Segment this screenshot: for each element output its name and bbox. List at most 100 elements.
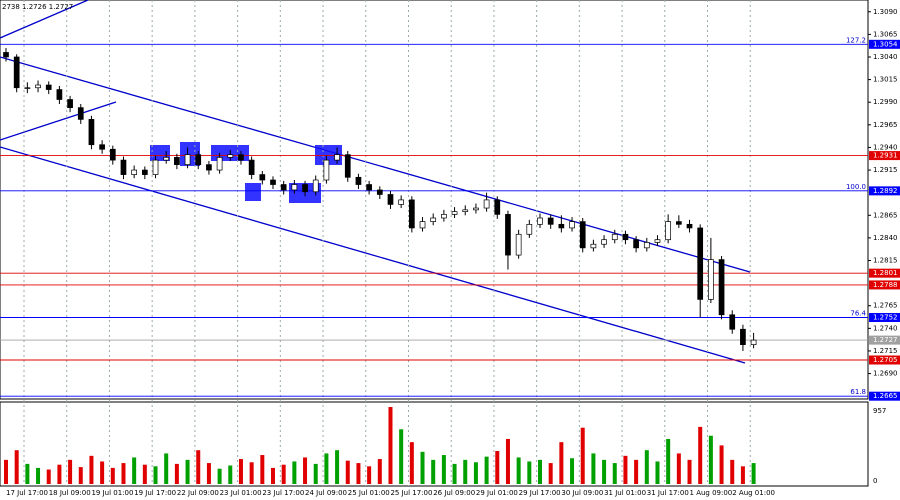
candle-body [195, 154, 202, 165]
x-tick-label: 29 Jul 17:00 [519, 489, 561, 497]
volume-bar [751, 463, 756, 484]
candle-body [494, 199, 501, 215]
candle-body [462, 209, 469, 213]
candle-body [483, 199, 490, 209]
volume-bar [495, 451, 500, 484]
x-tick-label: 19 Jul 17:00 [134, 489, 176, 497]
candle-body [590, 243, 597, 249]
candle-body [184, 154, 191, 165]
candle-body [579, 221, 586, 249]
fib-label: 76.4 [850, 309, 866, 317]
candle-body [654, 239, 661, 243]
y-tick-label: 1.2915 [873, 166, 898, 174]
level-label: 1.3054 [873, 40, 898, 48]
volume-bar [676, 453, 681, 484]
y-tick-label: 1.2740 [873, 324, 898, 332]
volume-bar [655, 461, 660, 484]
level-tag [869, 268, 900, 278]
volume-bar [14, 450, 19, 484]
y-tick-label: 1.3015 [873, 76, 898, 84]
level-label: 1.2705 [873, 356, 898, 364]
volume-bar [36, 467, 41, 484]
trend-line [0, 0, 89, 39]
candle-body [376, 189, 383, 195]
candle-body [280, 184, 287, 191]
volume-bar [249, 462, 254, 484]
y-tick-label: 1.2765 [873, 302, 898, 310]
volume-bar [687, 459, 692, 484]
volume-bar [591, 453, 596, 484]
volume-bar [580, 427, 585, 484]
level-tag [869, 39, 900, 49]
candle-body [270, 179, 276, 185]
volume-bar [548, 463, 553, 484]
candle-body [152, 159, 159, 175]
candle-body [515, 233, 522, 256]
candle-body [718, 259, 725, 316]
volume-bar [100, 461, 105, 484]
fib-label: 100.0 [846, 183, 866, 191]
candle-body [729, 314, 736, 330]
x-tick-label: 19 Jul 01:00 [91, 489, 133, 497]
volume-bar [345, 460, 350, 484]
level-tag [869, 312, 900, 322]
candle-body [398, 199, 405, 205]
level-tag [869, 151, 900, 161]
candle-body [120, 159, 127, 175]
candle-body [441, 214, 447, 219]
candle-body [13, 56, 20, 89]
volume-bar [431, 459, 436, 484]
volume-bar [473, 462, 478, 484]
candle-body [216, 157, 223, 171]
fib-label: 61.8 [850, 388, 866, 396]
candle-body [387, 194, 394, 205]
x-tick-label: 31 Jul 17:00 [647, 489, 689, 497]
y-tick-label: 1.2990 [873, 98, 898, 106]
volume-bar [174, 463, 179, 484]
volume-tick-label: 0 [873, 477, 877, 485]
y-tick-label: 1.3065 [873, 30, 898, 38]
volume-bar [409, 442, 414, 484]
level-label: 1.2931 [873, 152, 898, 160]
volume-bar [420, 451, 425, 484]
channel-lower [0, 146, 746, 364]
volume-bar [313, 463, 318, 484]
volume-bar [228, 465, 233, 484]
y-tick-label: 1.3040 [873, 53, 898, 61]
volume-bar [164, 453, 169, 484]
volume-bar [260, 455, 265, 484]
volume-bar [538, 459, 542, 484]
level-tag [869, 335, 900, 345]
candle-body [227, 154, 234, 158]
y-tick-label: 1.2865 [873, 211, 898, 219]
volume-bar [185, 459, 190, 484]
x-tick-label: 29 Jul 01:00 [476, 489, 518, 497]
volume-bar [730, 459, 735, 484]
x-tick-label: 24 Jul 09:00 [305, 489, 347, 497]
volume-bar [206, 463, 211, 484]
volume-bar [484, 456, 489, 484]
level-label: 1.2801 [873, 269, 898, 277]
level-label: 1.2892 [873, 187, 898, 195]
volume-bar [110, 467, 115, 484]
volume-bar [324, 453, 329, 484]
volume-bar [57, 464, 62, 484]
volume-bar [281, 464, 286, 484]
candle-body [675, 221, 682, 225]
volume-bar [644, 450, 649, 484]
level-label: 1.2788 [873, 281, 898, 289]
y-tick-label: 1.2940 [873, 143, 898, 151]
x-tick-label: 26 Jul 09:00 [433, 489, 475, 497]
volume-bar [516, 457, 521, 484]
candle-body [323, 159, 330, 181]
x-tick-label: 30 Jul 09:00 [561, 489, 603, 497]
volume-bar [570, 458, 575, 484]
zone [245, 183, 261, 201]
candle-body [45, 84, 52, 90]
zone [150, 145, 170, 161]
candle-body [750, 339, 757, 345]
y-tick-label: 1.2715 [873, 347, 898, 355]
volume-bar [4, 459, 8, 484]
